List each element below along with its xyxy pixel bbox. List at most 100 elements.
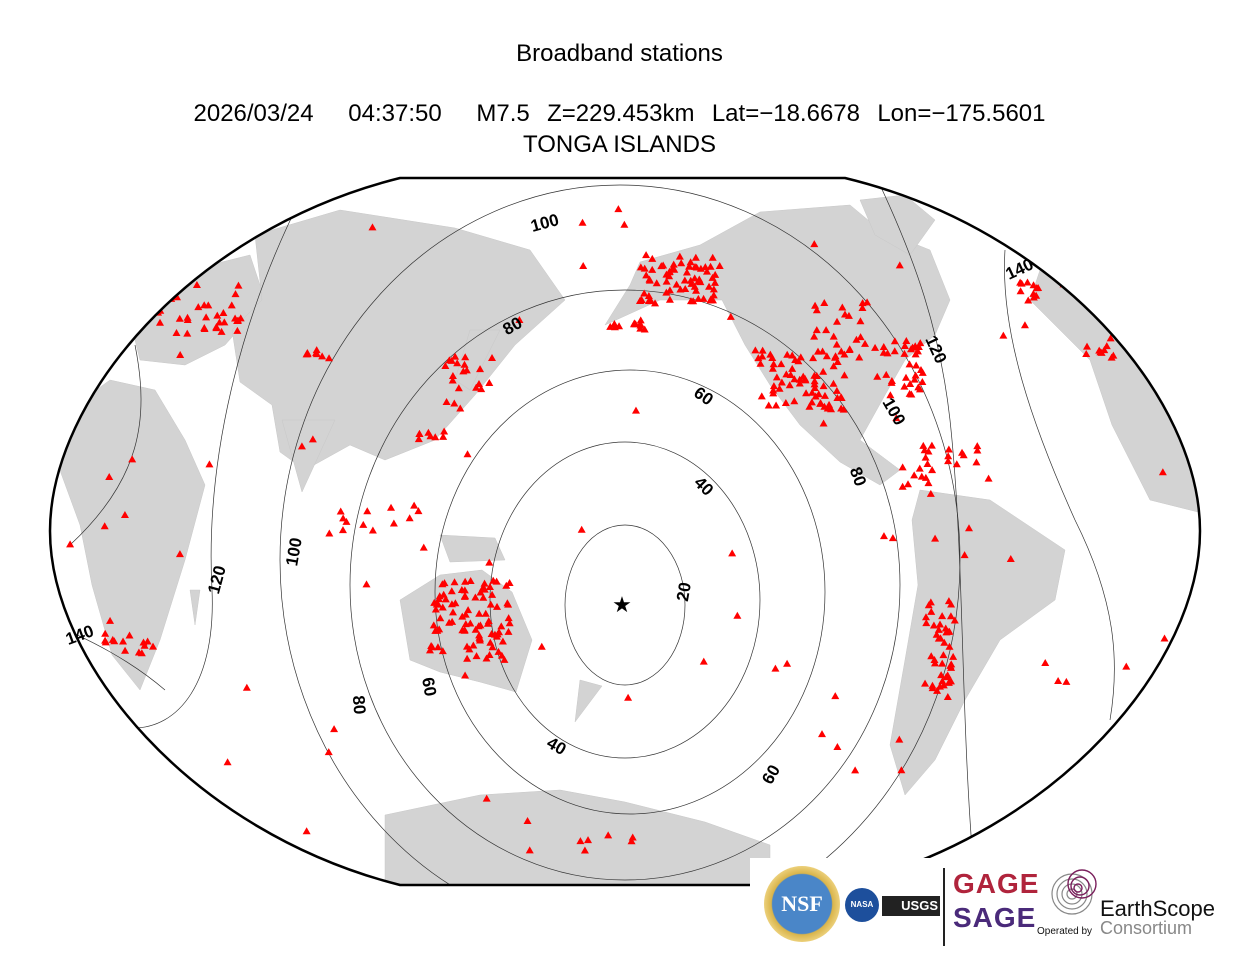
station-marker — [696, 264, 705, 272]
event-info: 2026/03/24 04:37:50 M7.5 Z=229.453km Lat… — [193, 100, 1046, 127]
station-marker — [183, 329, 192, 337]
station-marker — [636, 263, 645, 271]
station-marker — [173, 293, 182, 301]
station-marker — [330, 725, 339, 733]
station-marker — [466, 577, 475, 585]
station-marker — [644, 296, 653, 304]
station-marker — [212, 324, 221, 332]
station-marker — [766, 350, 775, 358]
station-marker — [682, 268, 691, 276]
epicenter-star-icon: ★ — [612, 592, 632, 617]
station-marker — [924, 447, 933, 455]
station-marker — [796, 353, 805, 361]
station-marker — [677, 259, 686, 267]
station-marker — [1122, 662, 1131, 670]
station-marker — [644, 291, 653, 299]
station-marker — [624, 693, 633, 701]
station-marker — [942, 628, 951, 636]
station-marker — [472, 383, 481, 391]
station-marker — [812, 306, 821, 314]
station-marker — [200, 324, 209, 332]
station-marker — [234, 281, 243, 289]
station-marker — [943, 693, 952, 701]
station-marker — [940, 638, 949, 646]
station-marker — [1029, 289, 1038, 297]
station-marker — [458, 626, 467, 634]
station-marker — [946, 677, 955, 685]
station-marker — [775, 384, 784, 392]
map-title: Broadband stations — [516, 40, 723, 67]
station-marker — [686, 258, 695, 266]
station-marker — [471, 625, 480, 633]
station-marker — [120, 511, 129, 519]
station-marker — [1029, 293, 1038, 301]
station-marker — [680, 276, 689, 284]
station-marker — [675, 252, 684, 260]
station-marker — [694, 294, 703, 302]
station-marker — [799, 372, 808, 380]
station-marker — [610, 320, 619, 328]
station-marker — [829, 362, 838, 370]
station-marker — [699, 294, 708, 302]
station-marker — [440, 579, 449, 587]
station-marker — [764, 401, 773, 409]
station-marker — [436, 614, 445, 622]
station-marker — [387, 503, 396, 511]
station-marker — [359, 520, 368, 528]
station-marker — [910, 471, 919, 479]
station-marker — [902, 336, 911, 344]
station-marker — [926, 598, 935, 606]
station-marker — [494, 647, 503, 655]
station-marker — [471, 593, 480, 601]
station-marker — [461, 620, 470, 628]
station-marker — [890, 347, 899, 355]
station-marker — [652, 279, 661, 287]
station-marker — [938, 659, 947, 667]
station-marker — [448, 376, 457, 384]
distance-contours — [54, 184, 1115, 885]
station-marker — [577, 525, 586, 533]
station-marker — [917, 472, 926, 480]
station-marker — [709, 291, 718, 299]
station-marker — [155, 318, 164, 326]
station-marker — [441, 595, 450, 603]
station-marker — [477, 385, 486, 393]
station-marker — [128, 455, 137, 463]
station-marker — [809, 354, 818, 362]
station-marker — [814, 390, 823, 398]
station-marker — [964, 524, 973, 532]
station-marker — [973, 446, 982, 454]
station-marker — [482, 794, 491, 802]
station-marker — [657, 262, 666, 270]
station-marker — [984, 474, 993, 482]
station-marker — [485, 651, 494, 659]
station-marker — [888, 534, 897, 542]
station-marker — [1158, 468, 1167, 476]
distance-contour — [564, 524, 686, 686]
station-marker — [101, 636, 110, 644]
station-marker — [1106, 334, 1115, 342]
station-marker — [897, 766, 906, 774]
station-marker — [220, 318, 229, 326]
station-marker — [845, 345, 854, 353]
station-marker — [686, 297, 695, 305]
station-marker — [642, 251, 651, 259]
station-marker — [137, 649, 146, 657]
station-marker — [312, 350, 321, 358]
station-marker — [133, 788, 142, 796]
station-marker — [911, 342, 920, 350]
station-marker — [810, 383, 819, 391]
station-marker — [368, 223, 377, 231]
station-marker — [927, 441, 936, 449]
station-marker — [342, 517, 351, 525]
station-marker — [426, 432, 435, 440]
station-marker — [706, 296, 715, 304]
station-marker — [488, 643, 497, 651]
station-marker — [1109, 351, 1118, 359]
station-marker — [449, 608, 458, 616]
station-marker — [822, 352, 831, 360]
station-marker — [952, 460, 961, 468]
station-marker — [1160, 634, 1169, 642]
station-marker — [665, 295, 674, 303]
station-marker — [710, 278, 719, 286]
